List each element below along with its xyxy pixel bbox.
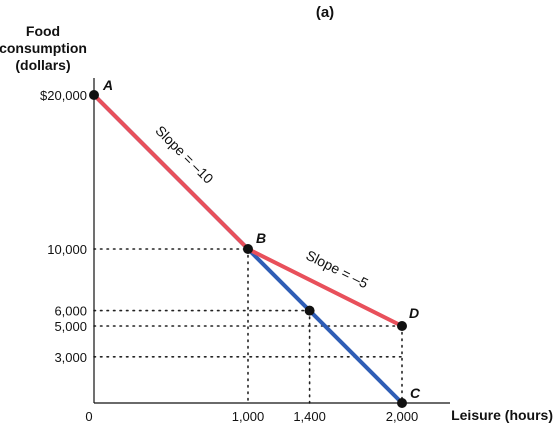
y-axis-label-line-1: Food bbox=[26, 23, 60, 39]
y-axis-label-line-3: (dollars) bbox=[15, 57, 70, 73]
x-tick-1-400: 1,400 bbox=[293, 409, 326, 424]
point-a bbox=[89, 90, 99, 100]
y-axis-label-line-2: consumption bbox=[0, 40, 87, 56]
slope-annotation-0: Slope = –10 bbox=[152, 122, 217, 187]
y-tick-6-000: 6,000 bbox=[54, 304, 87, 319]
point-d bbox=[397, 321, 407, 331]
x-axis-label: Leisure (hours) bbox=[451, 407, 553, 423]
x-origin-label: 0 bbox=[85, 409, 92, 424]
point-b bbox=[243, 244, 253, 254]
y-tick-20-000: $20,000 bbox=[40, 88, 87, 103]
data-points: A B D C bbox=[89, 77, 421, 408]
x-tick-1-000: 1,000 bbox=[232, 409, 265, 424]
series-line-1 bbox=[92, 93, 403, 328]
point-label-d: D bbox=[409, 305, 419, 321]
y-tick-5-000: 5,000 bbox=[54, 319, 87, 334]
point-label-b: B bbox=[256, 230, 266, 246]
x-tick-labels: 1,000 1,400 2,000 bbox=[232, 409, 419, 424]
point-label-c: C bbox=[410, 385, 421, 401]
x-tick-2-000: 2,000 bbox=[386, 409, 419, 424]
axes bbox=[93, 78, 450, 404]
point-unlabeled-2 bbox=[304, 305, 315, 316]
guide-lines bbox=[93, 248, 403, 404]
point-c bbox=[397, 398, 407, 408]
point-label-a: A bbox=[102, 77, 113, 93]
chart-title: (a) bbox=[316, 4, 334, 21]
slope-annotation-1: Slope = –5 bbox=[304, 247, 372, 292]
y-tick-3-000: 3,000 bbox=[54, 350, 87, 365]
y-tick-10-000: 10,000 bbox=[47, 242, 87, 257]
slope-annotations: Slope = –10 Slope = –5 bbox=[152, 122, 371, 291]
